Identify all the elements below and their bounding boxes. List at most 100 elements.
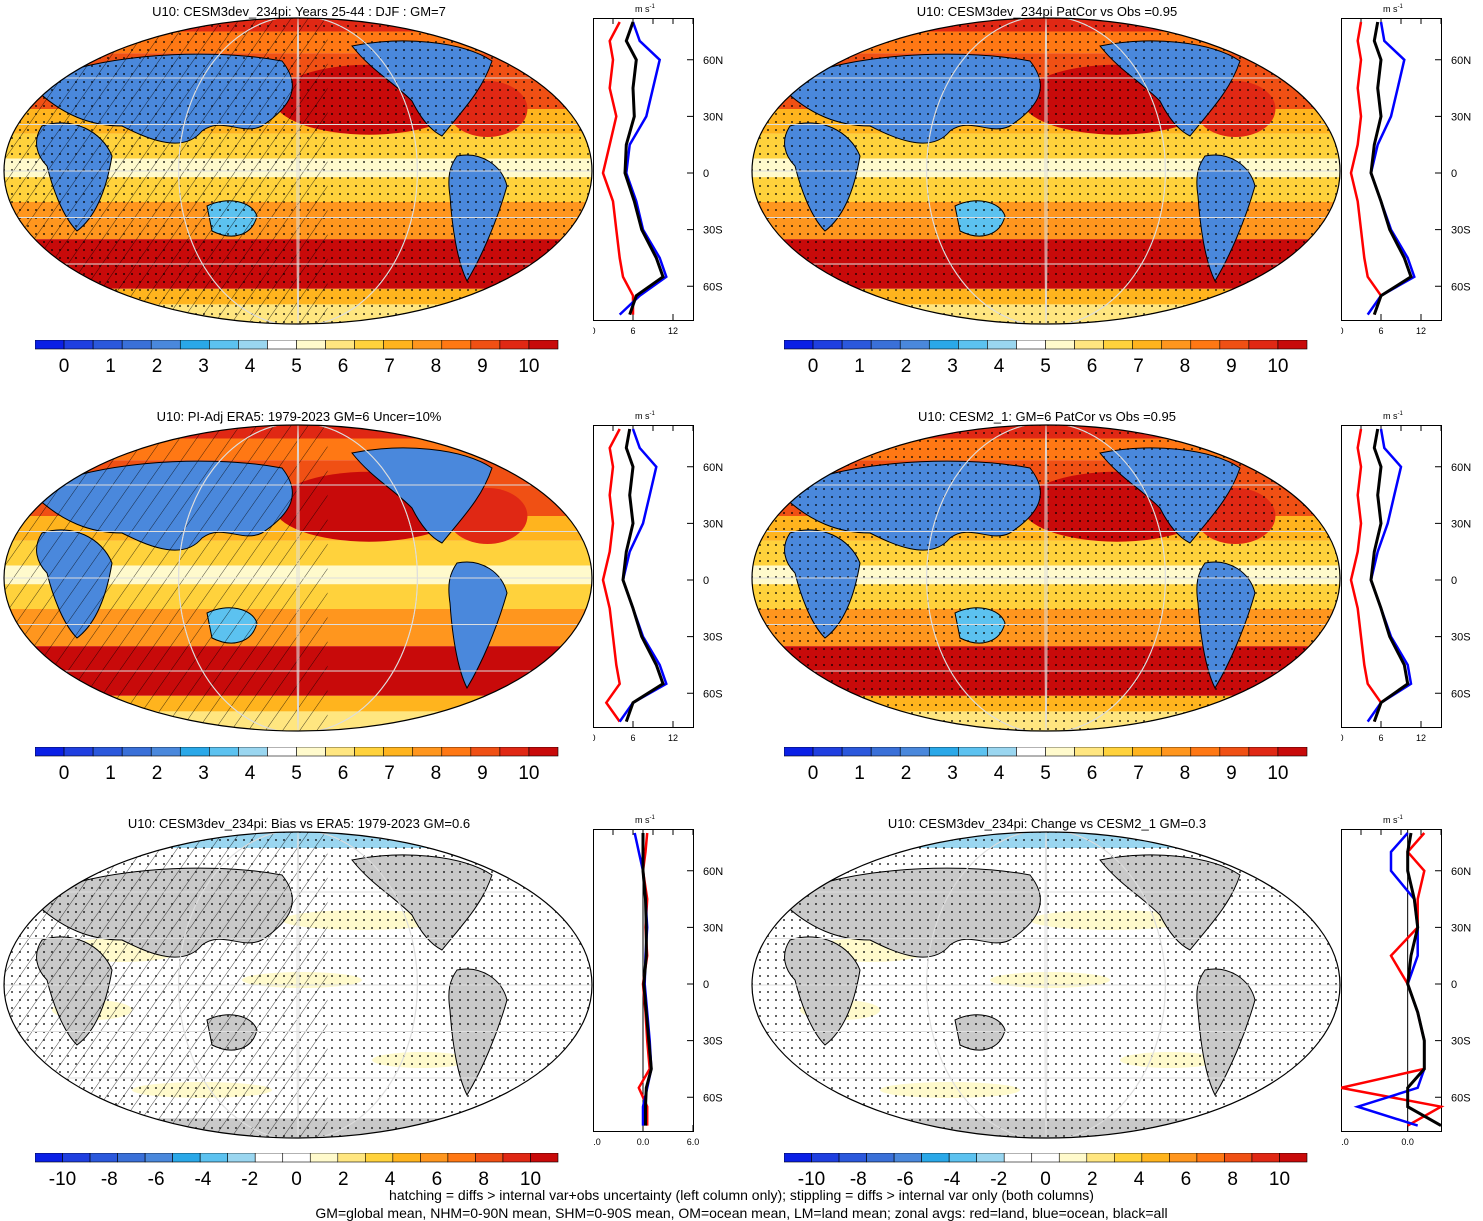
footer-line-1: hatching = diffs > internal var+obs unce… bbox=[389, 1187, 1094, 1203]
colorbar-swatch bbox=[1045, 747, 1075, 757]
colorbar-label: 7 bbox=[384, 763, 395, 784]
profile-frame bbox=[593, 18, 694, 321]
colorbar-label: -8 bbox=[850, 1169, 867, 1190]
profile-line-all bbox=[1369, 21, 1413, 316]
colorbar-swatch bbox=[470, 747, 501, 757]
profile-x-tick-label: -6.0 bbox=[593, 1137, 601, 1147]
profile-lat-label: 60S bbox=[1451, 688, 1471, 700]
colorbar-swatch bbox=[475, 1153, 504, 1163]
colorbar-swatch bbox=[412, 747, 443, 757]
profile-frame bbox=[1341, 18, 1442, 321]
meridian-line bbox=[296, 425, 300, 731]
profile-x-tick-label: 12 bbox=[1416, 326, 1426, 336]
profile-line-land bbox=[601, 428, 622, 723]
colorbar-label: 3 bbox=[198, 763, 209, 784]
colorbar-swatch bbox=[441, 747, 472, 757]
colorbar-label: 6 bbox=[1087, 763, 1098, 784]
colorbar-swatch bbox=[1279, 1153, 1308, 1163]
colorbar-swatch bbox=[1277, 340, 1308, 350]
colorbar-swatch bbox=[1016, 747, 1046, 757]
colorbar-swatch bbox=[899, 747, 930, 757]
profile-x-tick-label: 12 bbox=[1416, 733, 1426, 743]
colorbar-label: -6 bbox=[148, 1169, 165, 1190]
profile-lat-label: 60S bbox=[703, 281, 723, 293]
colorbar-label: 5 bbox=[291, 356, 302, 377]
meridian-line bbox=[178, 425, 418, 731]
panel-title: U10: CESM2_1: GM=6 PatCor vs Obs =0.95 bbox=[918, 409, 1176, 424]
colorbar-label: 5 bbox=[1040, 763, 1051, 784]
colorbar-label: 3 bbox=[947, 763, 958, 784]
colorbar-swatch bbox=[1141, 1153, 1170, 1163]
colorbar-label: 10 bbox=[1267, 763, 1288, 784]
colorbar-swatch bbox=[1277, 747, 1308, 757]
world-map bbox=[3, 17, 593, 325]
profile-line-all bbox=[641, 833, 653, 1126]
colorbar: 0 1 2 3 4 5 6 7 8 9 10 bbox=[35, 340, 559, 377]
profile-unit: m s-1 bbox=[1383, 411, 1403, 421]
colorbar-label: 8 bbox=[1180, 763, 1191, 784]
colorbar-swatch bbox=[528, 747, 559, 757]
profile-unit: m s-1 bbox=[635, 4, 655, 14]
colorbar-label: 0 bbox=[59, 763, 70, 784]
colorbar-label: 10 bbox=[1269, 1169, 1290, 1190]
profile-unit: m s-1 bbox=[1383, 815, 1403, 825]
colorbar-swatch bbox=[499, 747, 530, 757]
colorbar-swatch bbox=[267, 340, 297, 350]
world-map bbox=[751, 424, 1341, 732]
profile-lat-label: 30S bbox=[1451, 225, 1471, 237]
colorbar-swatch bbox=[1016, 340, 1046, 350]
profile-x-tick-label: 6 bbox=[630, 326, 635, 336]
colorbar-swatch bbox=[499, 340, 530, 350]
colorbar-swatch bbox=[179, 340, 210, 350]
profile-lat-label: 30N bbox=[703, 111, 723, 123]
colorbar-swatch bbox=[987, 747, 1017, 757]
meridian-line bbox=[926, 832, 1166, 1138]
colorbar-swatch bbox=[1074, 747, 1104, 757]
colorbar-swatch bbox=[420, 1153, 449, 1163]
colorbar-swatch bbox=[1045, 340, 1075, 350]
colorbar-label: 8 bbox=[478, 1169, 489, 1190]
colorbar-swatch bbox=[893, 1153, 922, 1163]
colorbar-label: 3 bbox=[947, 356, 958, 377]
profile-line-land bbox=[1341, 832, 1445, 1127]
profile-x-tick-label: 6 bbox=[630, 733, 635, 743]
colorbar-swatch bbox=[121, 747, 152, 757]
colorbar-swatch bbox=[150, 747, 181, 757]
colorbar-label: 10 bbox=[518, 356, 539, 377]
colorbar-swatch bbox=[1031, 1153, 1060, 1163]
colorbar-swatch bbox=[325, 747, 355, 757]
colorbar-swatch bbox=[866, 1153, 895, 1163]
profile-line-all bbox=[1369, 428, 1410, 723]
colorbar-label: 2 bbox=[338, 1169, 349, 1190]
colorbar-swatch bbox=[199, 1153, 228, 1163]
profile-lat-label: 0 bbox=[703, 979, 709, 991]
south-america-land bbox=[448, 561, 508, 690]
colorbar-swatch bbox=[870, 340, 901, 350]
colorbar-label: 4 bbox=[245, 356, 256, 377]
profile-line-land bbox=[601, 21, 635, 315]
colorbar-swatch bbox=[958, 340, 988, 350]
profile-x-tick-label: 0 bbox=[1341, 326, 1344, 336]
colorbar-swatch bbox=[282, 1153, 311, 1163]
world-map bbox=[751, 831, 1341, 1139]
profile-lat-label: 60N bbox=[1451, 55, 1471, 67]
colorbar-swatch bbox=[1058, 1153, 1088, 1163]
profile-line-ocean bbox=[1366, 428, 1413, 723]
colorbar-swatch bbox=[530, 1153, 559, 1163]
colorbar-swatch bbox=[948, 1153, 977, 1163]
colorbar-swatch bbox=[1190, 747, 1221, 757]
footer-line-2: GM=global mean, NHM=0-90N mean, SHM=0-90… bbox=[315, 1205, 1168, 1221]
zonal-profile: 0 6 12 60N 30N 0 30S 60S bbox=[1341, 425, 1471, 743]
profile-lat-label: 0 bbox=[1451, 168, 1457, 180]
colorbar-swatch bbox=[812, 747, 843, 757]
colorbar-swatch bbox=[502, 1153, 531, 1163]
profile-lat-label: 60N bbox=[1451, 462, 1471, 474]
north-america-land bbox=[351, 447, 493, 544]
profile-unit: m s-1 bbox=[635, 411, 655, 421]
colorbar-label: -4 bbox=[194, 1169, 211, 1190]
colorbar-swatch bbox=[325, 340, 355, 350]
colorbar-swatch bbox=[870, 747, 901, 757]
profile-x-tick-label: 0 bbox=[593, 733, 596, 743]
map-border bbox=[3, 831, 593, 1139]
profile-lat-label: 60S bbox=[1451, 281, 1471, 293]
